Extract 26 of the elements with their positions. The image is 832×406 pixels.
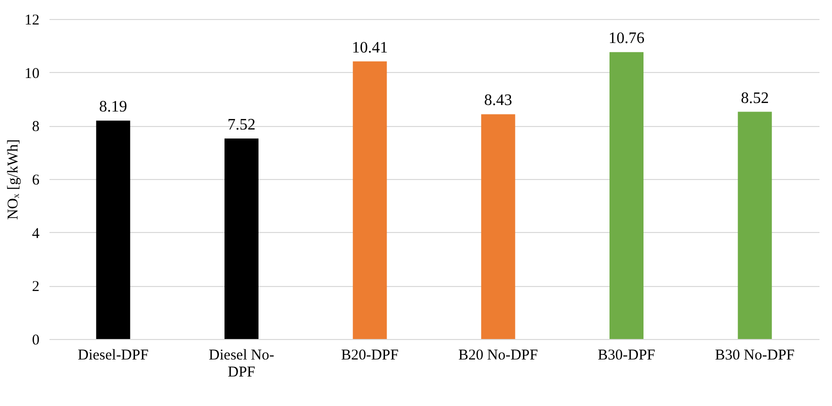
bar	[352, 61, 387, 339]
y-tick-label: 2	[32, 279, 40, 296]
bar	[738, 112, 772, 339]
data-label: 7.52	[228, 116, 256, 134]
data-label: 10.41	[352, 39, 388, 56]
bar	[610, 52, 644, 339]
data-label: 8.52	[740, 90, 769, 107]
y-tick-label: 8	[32, 119, 40, 136]
y-tick-label: 10	[24, 66, 40, 82]
y-axis-title: NOₓ [g/kWh]	[6, 139, 22, 220]
data-label: 10.76	[608, 30, 644, 48]
data-label: 8.19	[99, 98, 128, 116]
y-tick-label: 6	[32, 172, 40, 188]
x-tick-label: B30 No-DPF	[715, 348, 795, 364]
bar	[224, 138, 258, 339]
y-tick-label: 12	[24, 12, 40, 28]
x-tick-label: Diesel No-DPF	[208, 348, 274, 380]
x-tick-label: B30-DPF	[598, 348, 656, 364]
x-tick-label: B20 No-DPF	[458, 348, 538, 364]
bar	[96, 120, 130, 339]
y-tick-label: 4	[32, 226, 40, 242]
y-tick-label: 0	[32, 332, 40, 348]
bar	[481, 114, 516, 339]
x-tick-label: Diesel-DPF	[78, 348, 149, 364]
x-tick-label: B20-DPF	[341, 348, 399, 364]
data-label: 8.43	[484, 92, 512, 110]
